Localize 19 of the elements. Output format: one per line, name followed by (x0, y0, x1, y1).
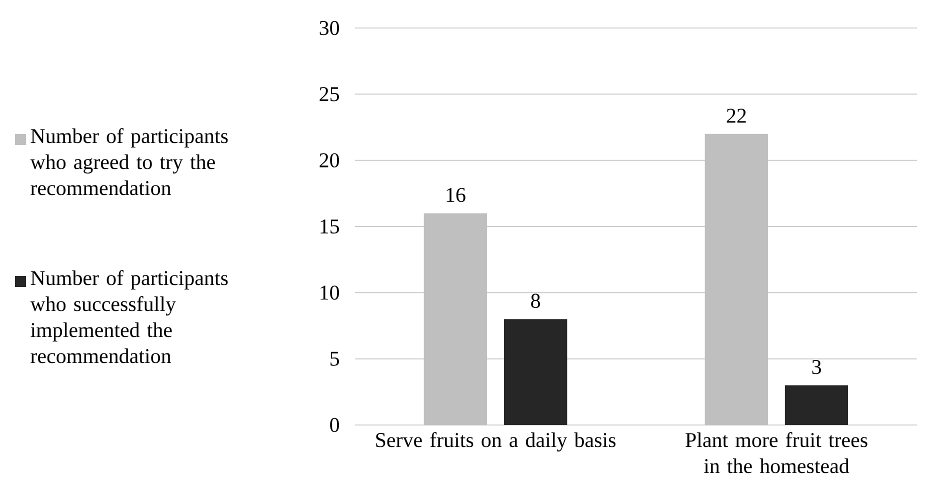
data-label: 16 (446, 188, 466, 202)
bar (704, 134, 768, 425)
y-tick-label: 15 (320, 219, 339, 234)
y-tick-label: 20 (320, 153, 340, 168)
data-label: 22 (726, 108, 746, 123)
y-tick-label: 5 (330, 352, 339, 366)
y-tick-label: 10 (320, 286, 340, 300)
legend-label: Number of participants who successfully implemented the recommendation (30, 270, 228, 364)
x-tick-label: Serve fruits on a daily basis (376, 432, 616, 452)
bar (424, 213, 488, 425)
y-tick-label: 0 (330, 418, 340, 432)
bar (784, 385, 848, 425)
data-label: 8 (531, 294, 540, 308)
legend-label: Number of participants who agreed to try the recommendation (30, 128, 228, 196)
data-label: 3 (812, 360, 821, 374)
bar (504, 319, 568, 425)
y-tick-label: 25 (320, 87, 339, 102)
x-tick-label: Plant more fruit trees in the homestead (686, 432, 868, 474)
y-tick-label: 30 (320, 20, 340, 36)
